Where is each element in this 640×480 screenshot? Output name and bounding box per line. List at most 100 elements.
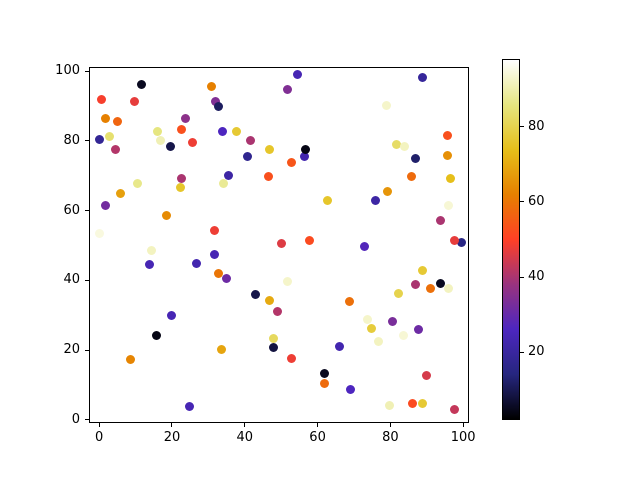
scatter-point (418, 266, 428, 276)
scatter-point (388, 317, 398, 327)
scatter-point (263, 171, 273, 181)
scatter-point (144, 259, 154, 269)
colorbar-gradient (502, 59, 520, 420)
scatter-point (319, 379, 329, 389)
scatter-point (219, 178, 229, 188)
scatter-point (218, 127, 228, 137)
scatter-point (436, 279, 446, 289)
scatter-point (206, 82, 216, 92)
y-tick-mark (85, 349, 89, 351)
x-tick-label: 100 (450, 430, 476, 445)
scatter-point (410, 154, 420, 164)
scatter-point (442, 151, 452, 161)
y-tick-label: 0 (71, 411, 80, 427)
scatter-point (126, 354, 136, 364)
x-tick-mark (462, 423, 464, 427)
scatter-point (373, 337, 383, 347)
scatter-point (273, 306, 283, 316)
scatter-point (443, 131, 453, 141)
scatter-point (344, 297, 354, 307)
scatter-point (359, 242, 369, 252)
y-tick-label: 100 (55, 63, 80, 79)
scatter-point (370, 195, 380, 205)
scatter-point (367, 324, 377, 334)
scatter-point (422, 371, 432, 381)
scatter-point (334, 342, 344, 352)
scatter-point (162, 210, 172, 220)
scatter-point (456, 237, 466, 247)
scatter-point (104, 131, 114, 141)
scatter-point (137, 79, 147, 89)
scatter-point (101, 114, 111, 124)
scatter-point (214, 102, 224, 112)
scatter-point (304, 236, 314, 246)
scatter-point (400, 142, 410, 152)
scatter-point (112, 117, 122, 127)
scatter-point (269, 342, 279, 352)
x-tick-label: 20 (163, 430, 181, 445)
scatter-point (286, 157, 296, 167)
x-tick-mark (98, 423, 100, 427)
scatter-point (222, 273, 232, 283)
scatter-point (192, 258, 202, 268)
scatter-point (282, 277, 292, 287)
scatter-point (129, 97, 139, 107)
x-tick-mark (244, 423, 246, 427)
scatter-point (417, 73, 427, 83)
scatter-point (217, 344, 227, 354)
y-tick-mark (85, 279, 89, 281)
scatter-point (111, 144, 121, 154)
scatter-point (382, 186, 392, 196)
y-tick-label: 60 (63, 202, 80, 218)
scatter-point (393, 289, 403, 299)
colorbar-tick-mark (520, 126, 524, 128)
scatter-point (152, 330, 162, 340)
scatter-point (418, 399, 428, 409)
scatter-point (210, 226, 220, 236)
y-tick-mark (85, 140, 89, 142)
scatter-point (176, 174, 186, 184)
scatter-point (188, 138, 198, 148)
scatter-point (406, 172, 416, 182)
scatter-point (224, 171, 234, 181)
scatter-point (323, 195, 333, 205)
scatter-point (210, 97, 220, 107)
y-tick-mark (85, 210, 89, 212)
scatter-point (94, 229, 104, 239)
scatter-point (96, 94, 106, 104)
scatter-point (269, 333, 279, 343)
scatter-point (413, 325, 423, 335)
colorbar-tick-label: 60 (528, 193, 545, 209)
scatter-point (242, 151, 252, 161)
scatter-point (231, 126, 241, 136)
scatter-point (425, 283, 435, 293)
scatter-point (250, 289, 260, 299)
scatter-point (132, 178, 142, 188)
scatter-point (283, 84, 293, 94)
scatter-point (265, 144, 275, 154)
scatter-point (445, 174, 455, 184)
scatter-point (449, 236, 459, 246)
scatter-point (246, 136, 256, 146)
colorbar-tick-label: 20 (528, 344, 545, 360)
scatter-point (115, 189, 125, 199)
y-tick-label: 80 (63, 132, 80, 148)
scatter-point (166, 311, 176, 321)
x-tick-label: 40 (236, 430, 254, 445)
scatter-point (152, 127, 162, 137)
scatter-point (214, 268, 224, 278)
colorbar-tick-mark (520, 351, 524, 353)
scatter-point (293, 70, 303, 80)
scatter-point (94, 134, 104, 144)
scatter-point (180, 114, 190, 124)
scatter-point (265, 296, 275, 306)
scatter-point (410, 279, 420, 289)
scatter-point (363, 314, 373, 324)
x-tick-mark (389, 423, 391, 427)
scatter-point (301, 145, 311, 155)
scatter-point (345, 385, 355, 395)
scatter-point (101, 201, 111, 211)
scatter-point (184, 402, 194, 412)
scatter-point (449, 405, 459, 415)
